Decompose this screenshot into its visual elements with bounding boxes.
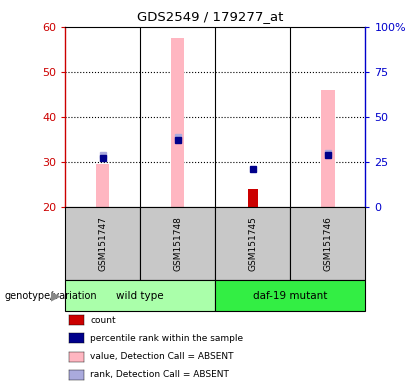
Text: ▶: ▶ xyxy=(51,289,61,302)
Bar xyxy=(290,207,365,280)
Text: GSM151745: GSM151745 xyxy=(248,217,257,271)
Bar xyxy=(96,164,109,207)
Bar xyxy=(321,90,335,207)
Text: GDS2549 / 179277_at: GDS2549 / 179277_at xyxy=(137,10,283,23)
Bar xyxy=(171,38,184,207)
Text: GSM151746: GSM151746 xyxy=(323,217,332,271)
Text: GSM151747: GSM151747 xyxy=(98,217,107,271)
Text: genotype/variation: genotype/variation xyxy=(4,291,97,301)
Bar xyxy=(215,280,365,311)
Text: value, Detection Call = ABSENT: value, Detection Call = ABSENT xyxy=(90,352,234,361)
Text: daf-19 mutant: daf-19 mutant xyxy=(253,291,328,301)
Text: wild type: wild type xyxy=(116,291,164,301)
Bar xyxy=(215,207,290,280)
Bar xyxy=(140,207,215,280)
Text: GSM151748: GSM151748 xyxy=(173,217,182,271)
Bar xyxy=(247,189,258,207)
Text: rank, Detection Call = ABSENT: rank, Detection Call = ABSENT xyxy=(90,371,229,379)
Text: count: count xyxy=(90,316,116,324)
Bar xyxy=(65,280,215,311)
Text: percentile rank within the sample: percentile rank within the sample xyxy=(90,334,244,343)
Bar xyxy=(65,207,140,280)
